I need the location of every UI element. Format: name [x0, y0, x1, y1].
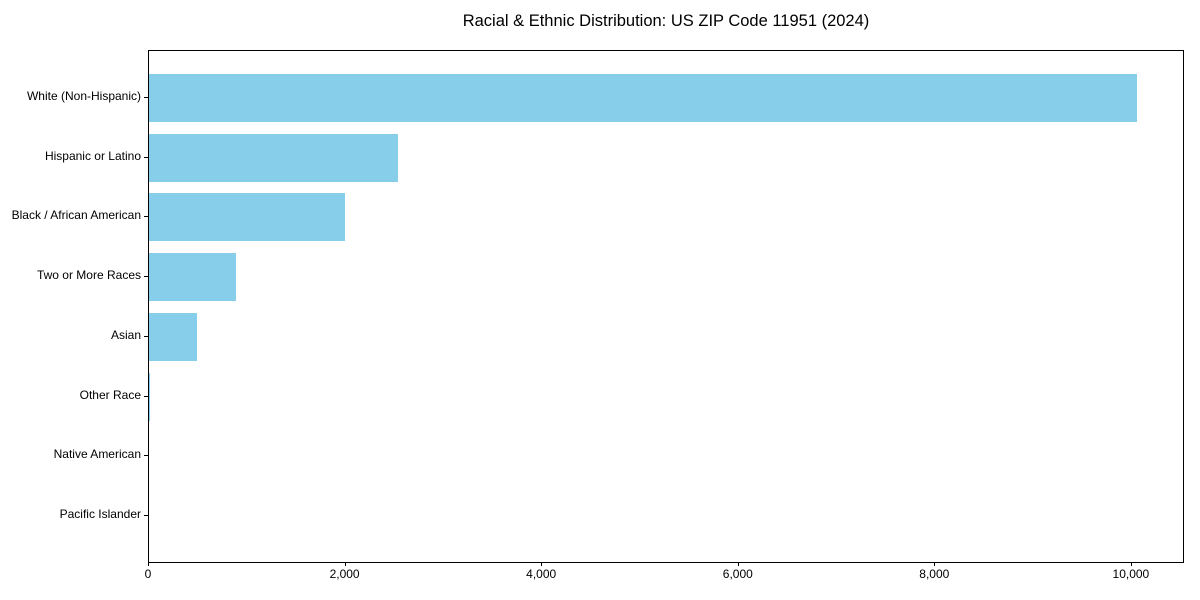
- y-axis-tick: [144, 395, 148, 397]
- y-tick-label-two-or-more-races: Two or More Races: [36, 268, 141, 283]
- x-axis-tick: [934, 562, 936, 566]
- plot-area: [148, 50, 1184, 563]
- bar-two-or-more-races: [149, 253, 236, 302]
- y-axis-tick: [144, 276, 148, 278]
- y-axis-tick: [144, 216, 148, 218]
- y-axis-tick: [144, 514, 148, 516]
- y-tick-label-pacific-islander: Pacific Islander: [59, 506, 141, 521]
- bar-white-non-hispanic: [149, 74, 1137, 122]
- y-axis-tick: [144, 455, 148, 457]
- y-tick-label-white-non-hispanic: White (Non-Hispanic): [26, 89, 141, 103]
- y-tick-label-black-african-american: Black / African American: [11, 208, 141, 223]
- x-axis-tick: [344, 562, 346, 566]
- y-tick-label-hispanic-or-latino: Hispanic or Latino: [44, 148, 141, 163]
- bar-black-african-american: [149, 193, 346, 242]
- y-axis-tick: [144, 156, 148, 158]
- y-tick-label-asian: Asian: [110, 327, 141, 342]
- y-axis-tick: [144, 335, 148, 337]
- x-tick-label-2-000: 2,000: [329, 567, 360, 581]
- y-tick-label-other-race: Other Race: [79, 387, 141, 402]
- x-axis-tick: [148, 562, 149, 566]
- bar-asian: [149, 312, 197, 361]
- x-tick-label-4-000: 4,000: [526, 567, 557, 581]
- x-axis-tick: [737, 562, 739, 566]
- x-axis-tick: [541, 562, 543, 566]
- x-tick-label-6-000: 6,000: [722, 567, 753, 581]
- bar-hispanic-or-latino: [149, 133, 398, 182]
- chart-title: Racial & Ethnic Distribution: US ZIP Cod…: [462, 12, 870, 30]
- y-axis-tick: [144, 97, 148, 98]
- x-tick-label-8-000: 8,000: [919, 567, 950, 581]
- x-tick-label-10-000: 10,000: [1112, 567, 1150, 581]
- x-axis-tick: [1130, 562, 1132, 566]
- bar-other-race: [149, 372, 151, 421]
- y-tick-label-native-american: Native American: [53, 447, 141, 462]
- x-tick-label-0: 0: [144, 567, 152, 581]
